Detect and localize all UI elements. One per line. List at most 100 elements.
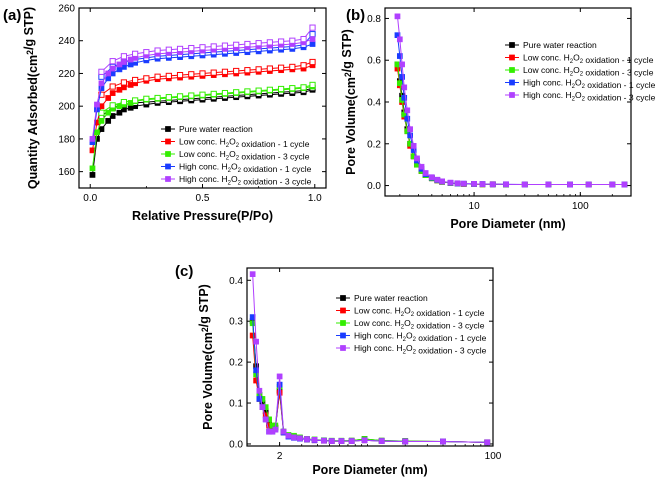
x-axis-label: Relative Pressure(P/Po) [132, 209, 273, 223]
data-point-high3 [256, 387, 263, 394]
legend-marker-high1 [165, 163, 171, 170]
data-point-high1-desorption [309, 31, 316, 38]
data-point-high3-desorption [143, 49, 150, 56]
data-point-low3-desorption [98, 109, 105, 116]
data-point-high3-desorption [244, 40, 251, 48]
data-point-low3-desorption [244, 88, 251, 95]
legend-marker-high1 [509, 79, 515, 86]
data-point-high3-desorption [266, 39, 273, 46]
data-point-low3-desorption [309, 81, 316, 89]
data-point-high1 [396, 53, 403, 59]
data-point-high3-adsorption [105, 70, 112, 77]
data-point-low3-desorption [120, 98, 128, 106]
legend-marker-low1 [165, 138, 171, 145]
data-point-high3-desorption [120, 53, 128, 60]
data-point-low3-adsorption [94, 129, 100, 136]
data-point-high3 [304, 436, 310, 442]
data-point-high3 [378, 438, 385, 444]
legend-marker-low3 [509, 67, 515, 73]
data-point-high3 [489, 181, 496, 188]
data-point-high3 [253, 338, 259, 345]
data-point-low1-desorption [176, 71, 184, 79]
data-point-high3 [567, 181, 573, 188]
y-tick-label: 0.0 [367, 181, 381, 192]
data-point-low3-desorption [132, 97, 139, 104]
data-point-high1 [401, 94, 408, 101]
data-point-low1-desorption [244, 67, 251, 74]
data-point-pure-adsorption [116, 109, 123, 116]
data-point-high3 [402, 438, 409, 445]
data-point-high3 [259, 404, 266, 410]
data-point-high1-adsorption [309, 41, 316, 47]
data-point-high3 [428, 174, 435, 181]
legend-label-low3: Low conc. H2O2 oxidation - 3 cycle [179, 149, 310, 162]
data-point-high3-desorption [255, 40, 262, 47]
data-point-high3-desorption [109, 58, 116, 65]
panel-a: 160 180 200 220 240 260 0.0 0.5 1.0 Relative Pres… [3, 4, 327, 223]
data-point-high3 [439, 178, 445, 185]
data-point-high3-desorption [233, 41, 240, 48]
data-point-high3 [280, 428, 287, 435]
data-point-pure-adsorption [105, 118, 112, 124]
x-axis-label: Pore Diameter (nm) [450, 217, 565, 231]
y-tick-label: 180 [58, 134, 75, 145]
data-point-high3-desorption [309, 24, 316, 31]
data-point-low1-desorption [132, 76, 139, 84]
data-point-high3 [609, 181, 616, 188]
y-tick-label: 160 [58, 167, 75, 178]
legend-marker-pure [165, 126, 171, 132]
x-tick-label: 1.0 [308, 193, 322, 204]
y-tick-label: 220 [58, 69, 75, 80]
data-point-high3 [410, 143, 417, 149]
data-point-high3 [297, 435, 303, 442]
legend-marker-low3 [340, 320, 346, 326]
y-tick-label: 240 [58, 36, 75, 47]
legend-label-low1: Low conc. H2O2 oxidation - 1 cycle [179, 137, 310, 150]
data-point-low3-desorption [176, 93, 184, 100]
data-point-low1 [249, 332, 256, 339]
legend-label-low1: Low conc. H2O2 oxidation - 1 cycle [523, 53, 654, 66]
data-point-low3-desorption [221, 89, 229, 97]
legend-label-high3: High conc. H2O2 oxidation - 3 cycle [523, 90, 656, 103]
data-point-high3 [414, 155, 420, 162]
data-point-low1-desorption [120, 79, 128, 86]
data-point-low3-adsorption [98, 118, 105, 124]
y-axis-label: Quantity Adsorbed(cm2/g STP) [22, 7, 40, 189]
data-point-low1-desorption [188, 71, 195, 78]
panel-label: (b) [346, 7, 365, 24]
y-tick-label: 0.2 [229, 358, 243, 369]
data-point-low1-desorption [255, 66, 262, 73]
data-point-low1-desorption [266, 65, 273, 72]
data-point-high1 [404, 115, 411, 122]
data-point-low3-desorption [233, 89, 240, 96]
legend-marker-high3 [340, 345, 346, 351]
data-point-high3 [401, 84, 408, 91]
data-point-high3 [404, 107, 411, 114]
data-point-high3-adsorption [98, 80, 105, 87]
y-tick-label: 0.6 [367, 56, 381, 67]
x-tick-label: 100 [572, 201, 589, 212]
data-point-high3 [396, 36, 403, 43]
y-tick-label: 200 [58, 102, 75, 113]
data-point-low3-desorption [255, 87, 262, 94]
legend-marker-high1 [340, 332, 346, 339]
data-point-high3 [338, 438, 345, 444]
data-point-low1-desorption [210, 69, 217, 76]
data-point-high3 [503, 181, 509, 188]
data-point-high3-adsorption [94, 101, 100, 108]
y-axis-label: Pore Volume(cm2/g STP) [340, 29, 358, 175]
y-tick-label: 260 [58, 4, 75, 15]
data-point-high3-desorption [289, 37, 296, 44]
data-point-high3 [262, 416, 269, 423]
panel-label: (a) [3, 7, 21, 24]
legend-label-pure: Pure water reaction [523, 40, 597, 50]
data-point-high3 [545, 181, 552, 188]
legend-label-low3: Low conc. H2O2 oxidation - 3 cycle [523, 65, 654, 78]
data-point-low1-adsorption [109, 90, 116, 96]
data-point-high3 [249, 271, 256, 277]
data-point-high3 [285, 432, 292, 439]
data-point-high3-desorption [165, 46, 172, 53]
legend-marker-high3 [509, 92, 515, 98]
legend-label-pure: Pure water reaction [354, 293, 428, 303]
